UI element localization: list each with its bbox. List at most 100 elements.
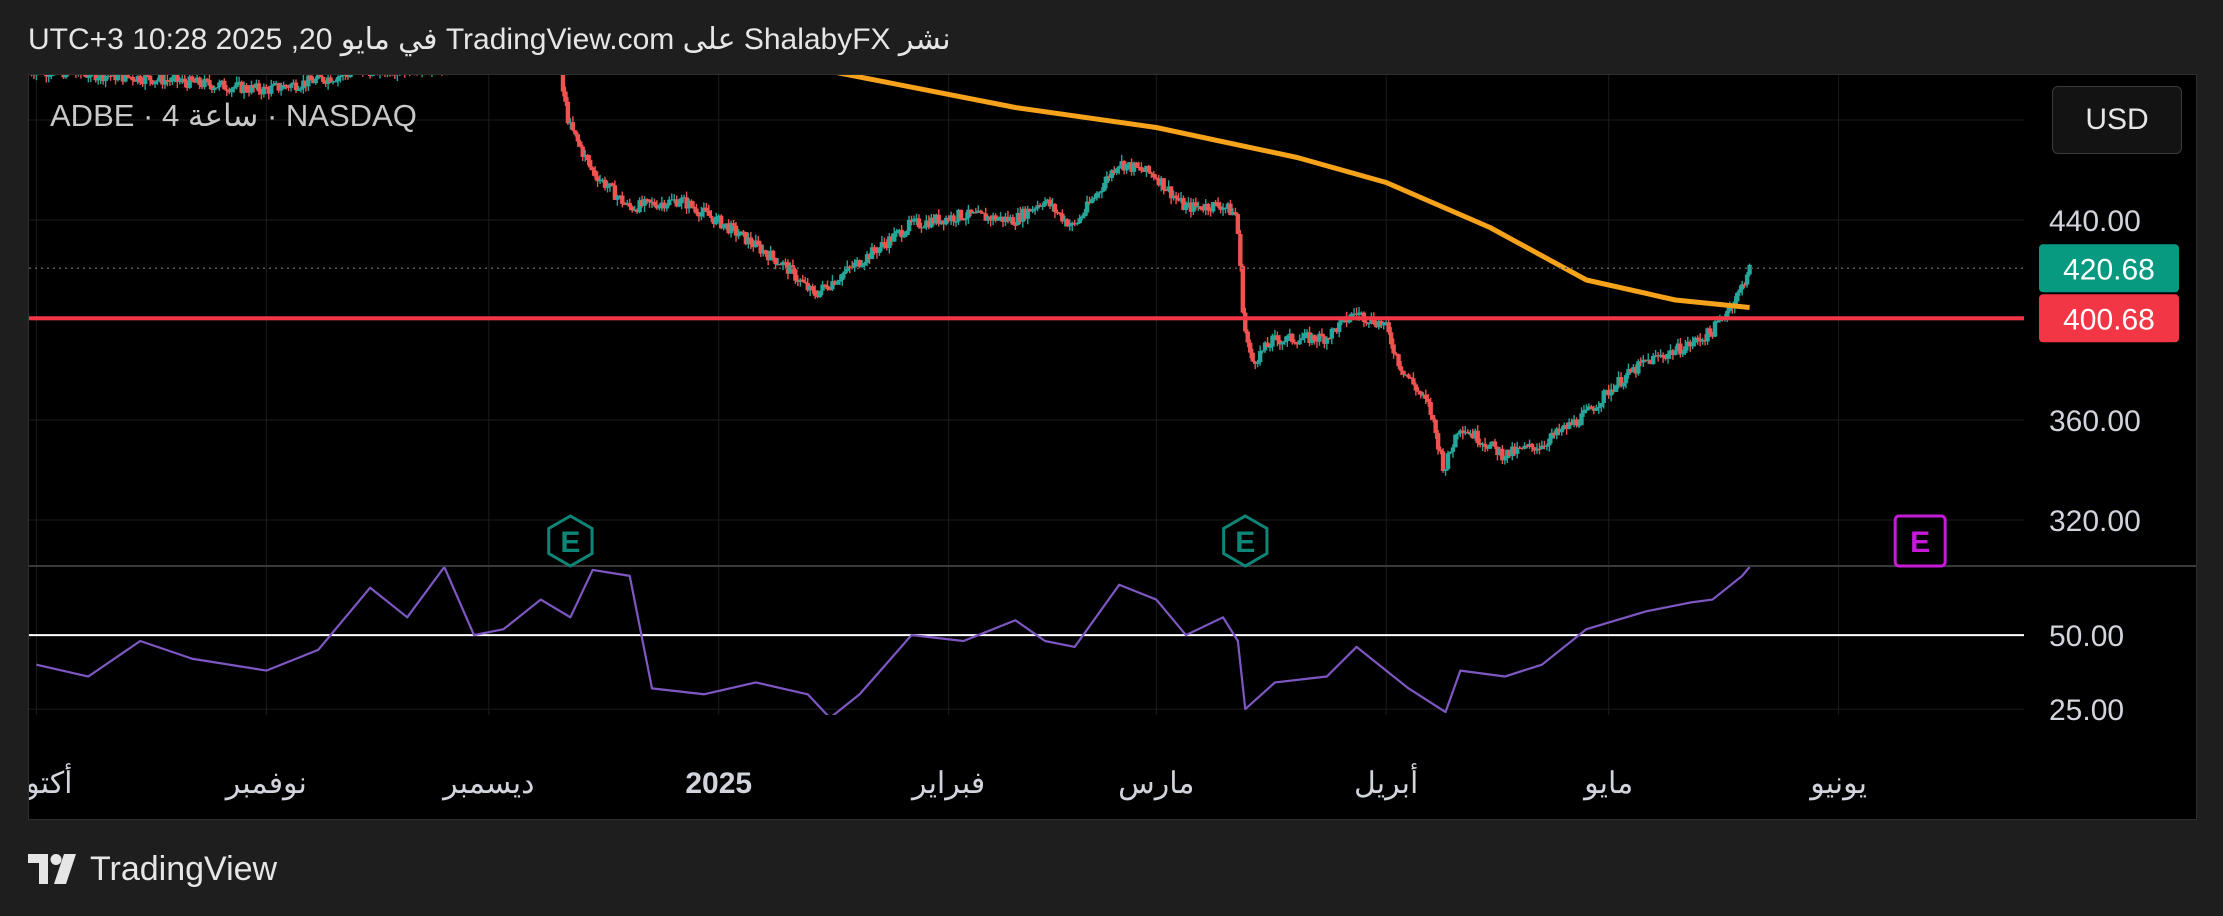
publication-header: نشر ShalabyFX على TradingView.com في ماي… (28, 23, 951, 56)
candle (911, 215, 917, 226)
candle-body (768, 250, 773, 261)
candle-body (714, 216, 719, 225)
candle (269, 79, 274, 97)
candle (1154, 174, 1159, 181)
candle (1040, 202, 1045, 211)
candle-body (620, 195, 625, 204)
candle (827, 286, 833, 291)
candle-body (1018, 213, 1023, 222)
candle-body (1697, 339, 1703, 342)
candle-body (993, 215, 998, 221)
candle-body (1693, 337, 1698, 343)
candle (386, 75, 389, 78)
candle-body (276, 83, 281, 91)
candle-body (1616, 377, 1621, 386)
candle-body (1519, 447, 1525, 449)
candle-body (578, 141, 583, 147)
chart-container[interactable]: E E E 440.00 360.00 320.00 50.00 25.00 420.68 400… (28, 74, 2197, 820)
candle (1693, 336, 1698, 347)
candle-body (1569, 422, 1574, 425)
candle (1566, 418, 1572, 430)
candle (160, 75, 165, 89)
candle-body (765, 254, 771, 261)
candle-body (1015, 213, 1021, 226)
candle-body (318, 75, 323, 78)
candle-body (311, 80, 316, 84)
earnings-marker-label: E (1910, 526, 1930, 559)
candle (704, 202, 709, 213)
candle-body (296, 89, 301, 91)
candle (998, 212, 1003, 222)
candle-body (901, 235, 907, 238)
candle (1334, 327, 1339, 334)
candle (1576, 419, 1582, 429)
candle-body (1715, 320, 1720, 323)
candle-body (1228, 203, 1233, 216)
candle (281, 81, 286, 90)
candle (1228, 199, 1233, 216)
candle (872, 244, 877, 255)
candle-body (1208, 210, 1213, 212)
candle (1000, 216, 1006, 228)
candle-body (968, 209, 974, 214)
candle (103, 75, 108, 88)
candle (1468, 429, 1473, 437)
candle-body (966, 209, 971, 219)
candle-body (1725, 310, 1730, 318)
candle (75, 75, 77, 79)
candle (1515, 441, 1520, 459)
candle-body (1154, 177, 1159, 179)
earnings-marker-label: E (560, 526, 580, 559)
candle-body (1450, 447, 1456, 452)
candle (1579, 407, 1584, 426)
candle (1304, 329, 1310, 339)
candle (1604, 389, 1609, 395)
candle (1042, 197, 1048, 208)
candle (1381, 321, 1386, 330)
tradingview-logo[interactable]: TradingView (28, 848, 277, 890)
candle-body (696, 213, 702, 217)
candle (316, 75, 321, 80)
price-chart[interactable]: E E E 440.00 360.00 320.00 50.00 25.00 420.68 400… (29, 75, 2196, 819)
candle-body (330, 81, 336, 83)
candle (1396, 353, 1401, 370)
candle (1453, 434, 1458, 448)
candle-body (1210, 202, 1216, 212)
candle-body (785, 262, 791, 274)
candle (185, 80, 190, 91)
candle (770, 249, 776, 262)
candle-body (1688, 341, 1693, 347)
candle (1636, 359, 1641, 376)
candle-body (86, 76, 91, 78)
price-axis-tick: 360.00 (2049, 405, 2141, 438)
candle-body (1747, 264, 1752, 275)
candle-body (842, 271, 847, 275)
candle-body (573, 130, 578, 135)
candle (167, 77, 173, 87)
candle (239, 80, 244, 94)
candle-body (182, 78, 187, 83)
candle-body (597, 179, 603, 182)
candle (1309, 333, 1315, 346)
currency-button[interactable]: USD (2052, 86, 2182, 154)
candle (278, 82, 284, 96)
candle-body (1171, 195, 1176, 199)
candle-body (254, 83, 259, 88)
candle-body (691, 206, 697, 209)
candle-body (1146, 165, 1152, 173)
candle-body (1151, 173, 1157, 178)
candle-body (820, 284, 825, 291)
candle-body (1282, 341, 1288, 343)
candle (580, 144, 585, 162)
candle (34, 75, 39, 81)
candle (395, 75, 400, 82)
candle-body (259, 91, 264, 95)
candle-body (135, 75, 140, 82)
candle (1327, 337, 1332, 340)
candle (1571, 415, 1577, 428)
candle (130, 75, 136, 86)
candle (832, 280, 838, 286)
rsi-axis-tick: 25.00 (2049, 694, 2124, 727)
candle-body (1050, 204, 1055, 207)
candle (1055, 209, 1060, 215)
